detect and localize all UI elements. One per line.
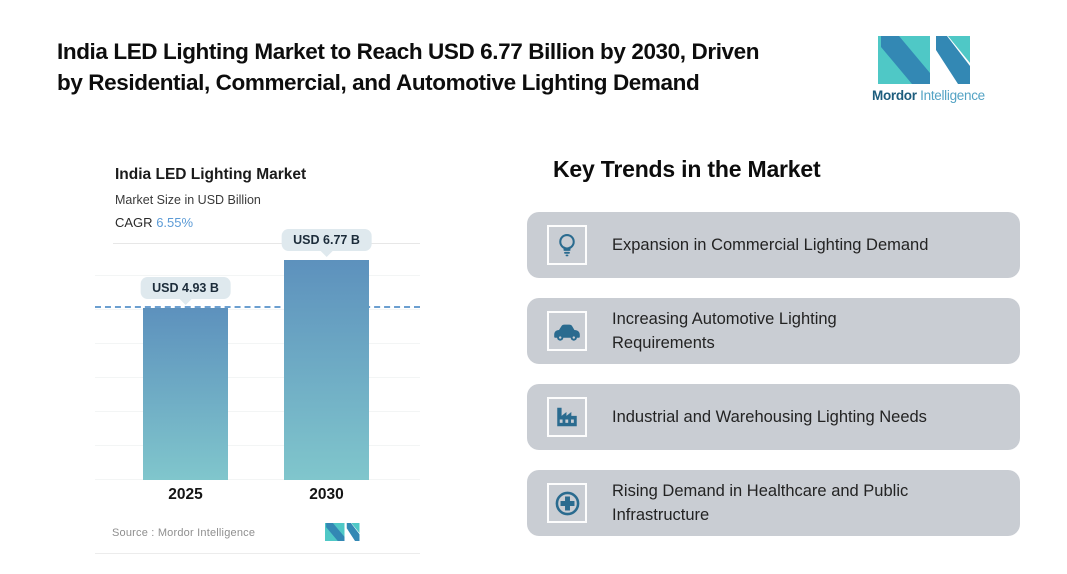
- trend-card-industrial: Industrial and Warehousing Lighting Need…: [527, 384, 1020, 450]
- value-tooltip-2030: USD 6.77 B: [281, 229, 372, 251]
- page-title-line2: by Residential, Commercial, and Automoti…: [57, 70, 700, 95]
- cagr-label: CAGR: [115, 215, 153, 230]
- mordor-logo-icon: [878, 36, 970, 84]
- trend-card-automotive: Increasing Automotive Lighting Requireme…: [527, 298, 1020, 364]
- chart-top-divider: [113, 243, 420, 244]
- chart-bottom-divider: [95, 553, 420, 554]
- brand-name: Mordor Intelligence: [872, 88, 992, 103]
- trend-card-commercial: Expansion in Commercial Lighting Demand: [527, 212, 1020, 278]
- chart-subtitle: Market Size in USD Billion: [115, 193, 261, 207]
- trend-card-label: Increasing Automotive Lighting Requireme…: [612, 310, 837, 352]
- brand-name-light: Intelligence: [920, 88, 985, 103]
- market-size-chart: India LED Lighting Market Market Size in…: [95, 160, 420, 560]
- source-text: Source : Mordor Intelligence: [112, 527, 256, 539]
- page-title-line1: India LED Lighting Market to Reach USD 6…: [57, 39, 760, 64]
- cagr-value: 6.55%: [156, 215, 194, 230]
- factory-icon: [547, 397, 587, 437]
- trend-card-label: Industrial and Warehousing Lighting Need…: [612, 408, 927, 426]
- mordor-logo-small-icon: [325, 523, 360, 541]
- brand-name-bold: Mordor: [872, 88, 917, 103]
- lightbulb-icon: [547, 225, 587, 265]
- trend-card-label: Rising Demand in Healthcare and Public I…: [612, 482, 909, 524]
- trend-card-healthcare: Rising Demand in Healthcare and Public I…: [527, 470, 1020, 536]
- x-axis-label-2030: 2030: [309, 486, 344, 503]
- chart-title: India LED Lighting Market: [115, 166, 307, 183]
- bar-2025: [143, 308, 228, 480]
- value-tooltip-2025: USD 4.93 B: [140, 277, 231, 299]
- page-title: India LED Lighting Market to Reach USD 6…: [57, 36, 760, 98]
- car-icon: [547, 311, 587, 351]
- medical-cross-icon: [547, 483, 587, 523]
- reference-dashed-line: [95, 306, 420, 308]
- trend-cards: Expansion in Commercial Lighting Demand …: [527, 212, 1020, 536]
- source-row: Source : Mordor Intelligence: [112, 522, 420, 546]
- trend-card-label: Expansion in Commercial Lighting Demand: [612, 236, 929, 254]
- cagr-row: CAGR 6.55%: [115, 215, 193, 230]
- x-axis-label-2025: 2025: [168, 486, 203, 503]
- trends-heading: Key Trends in the Market: [553, 156, 821, 182]
- plot-area: USD 4.93 B 2025 USD 6.77 B 2030: [95, 229, 420, 503]
- bar-2030: [284, 260, 369, 480]
- brand-logo: Mordor Intelligence: [872, 36, 992, 103]
